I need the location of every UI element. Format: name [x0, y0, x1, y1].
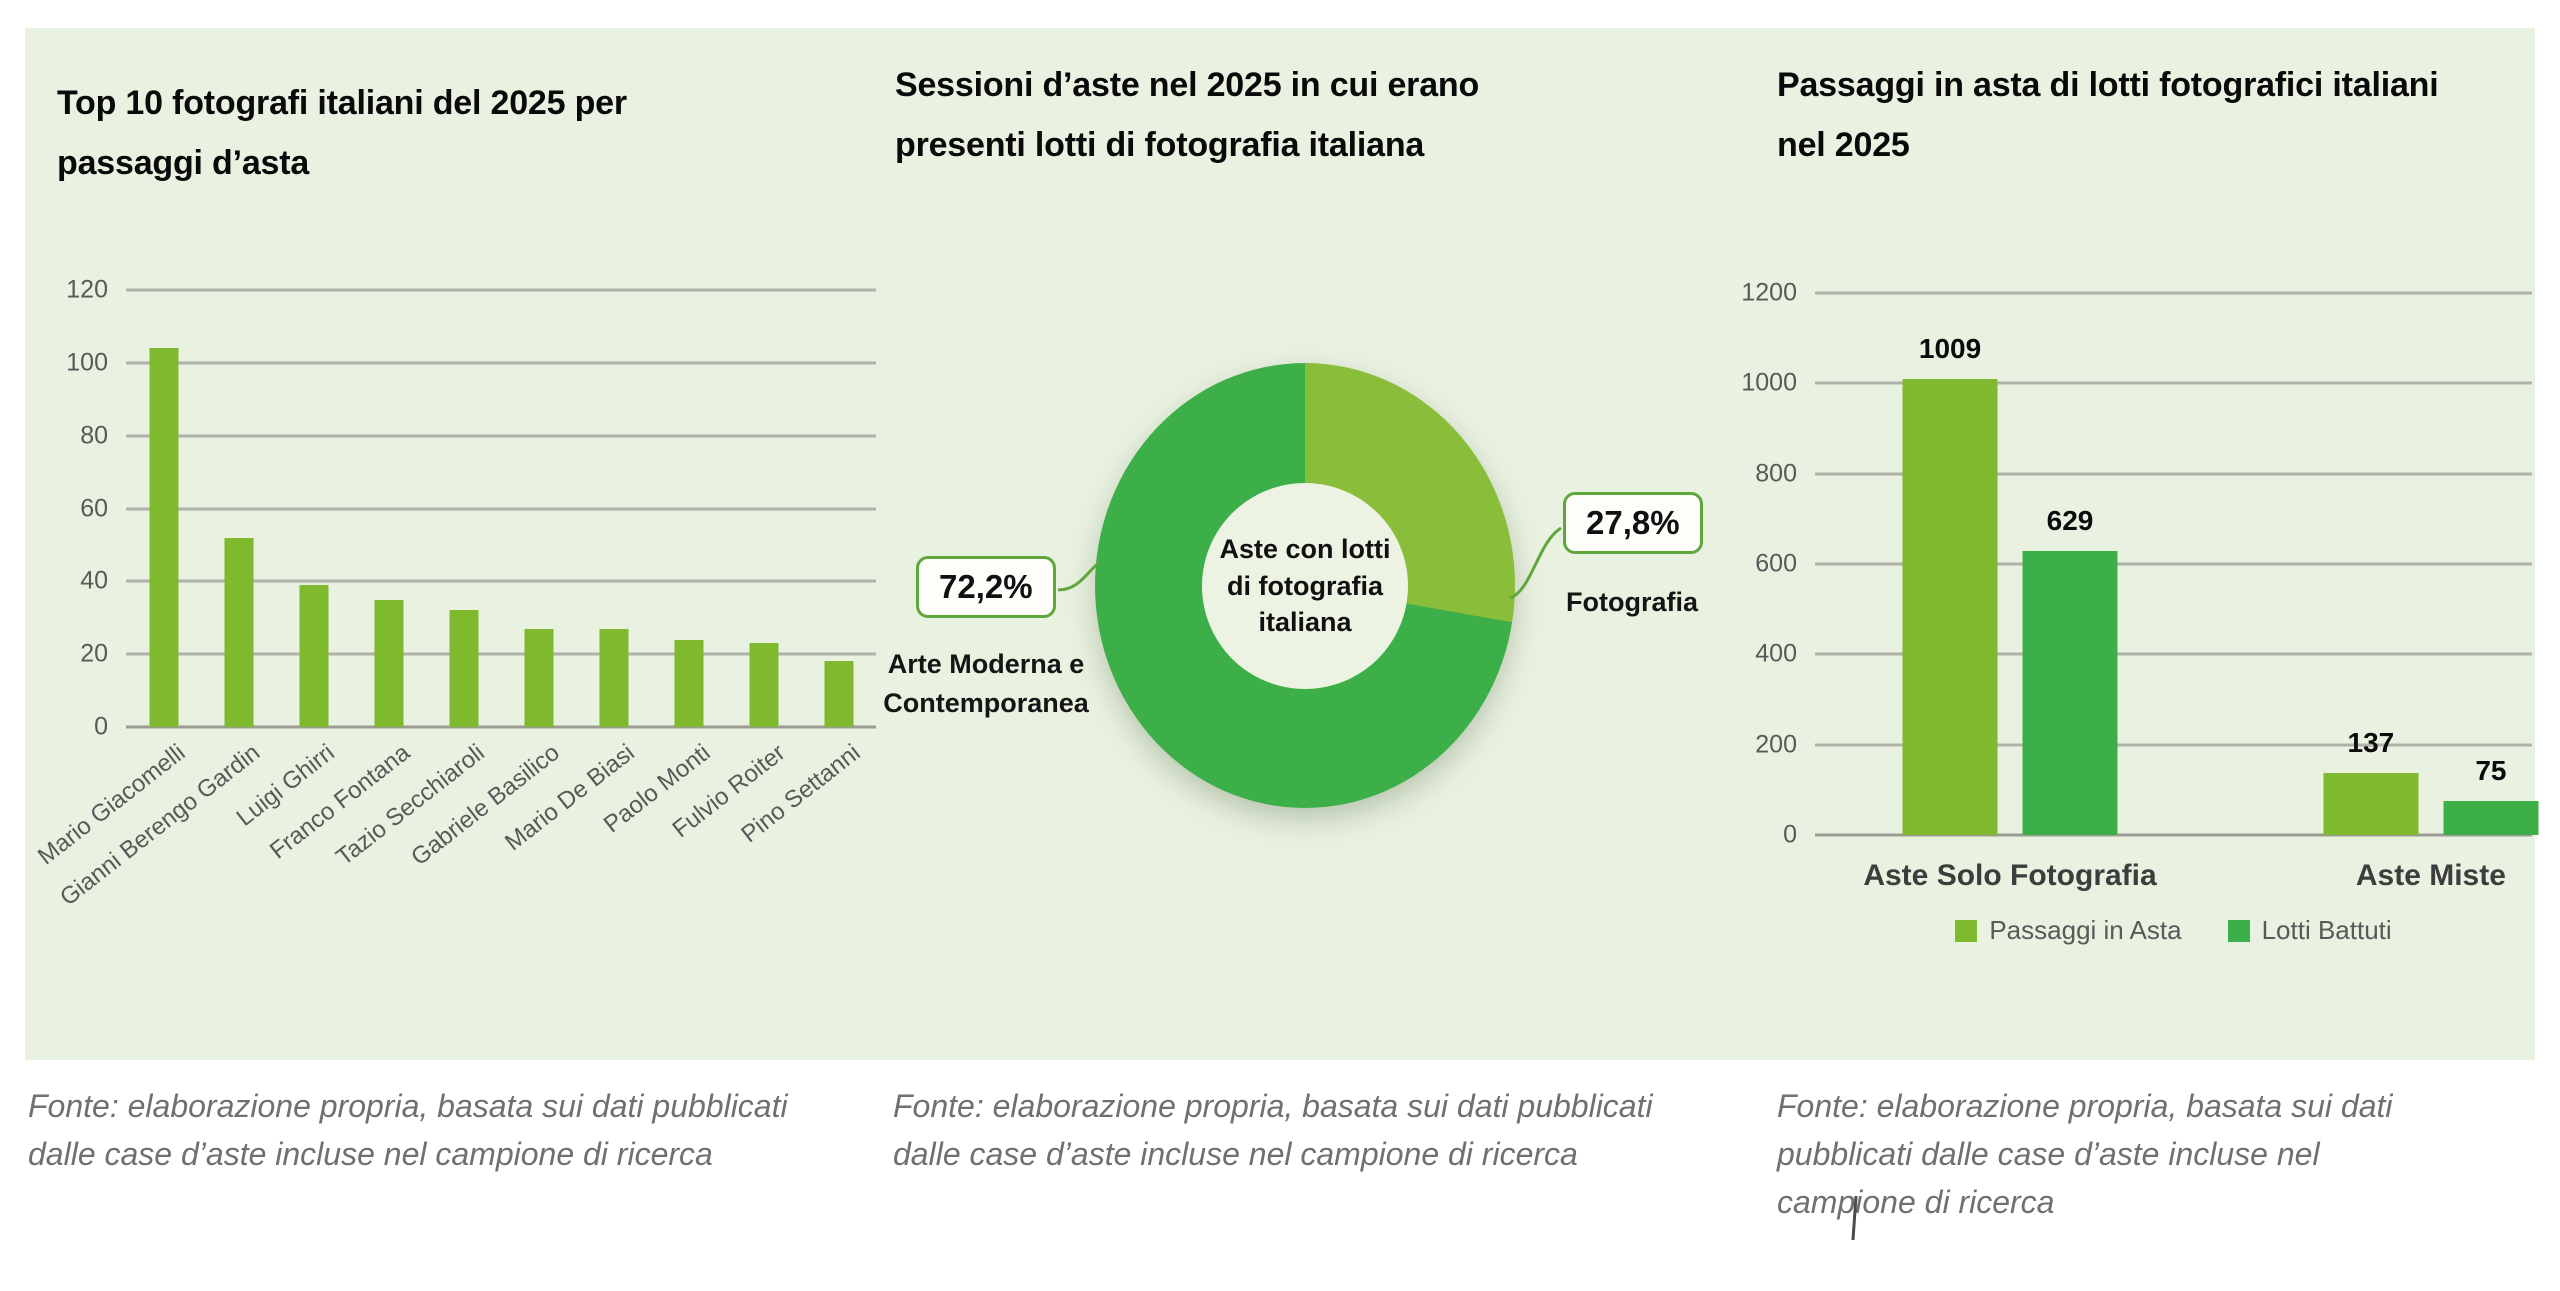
legend-item-lotti-battuti: Lotti Battuti: [2227, 915, 2392, 946]
gridline: [1815, 652, 2532, 656]
legend-label: Lotti Battuti: [2261, 915, 2392, 945]
bar-value-label: 137: [2347, 727, 2395, 759]
group-category-label: Aste Solo Fotografia: [1863, 859, 2157, 892]
source-caption-3: Fonte: elaborazione propria, basata sui …: [1777, 1088, 2393, 1220]
gridline: [126, 434, 876, 438]
bar-value-label: 75: [2475, 755, 2507, 787]
bar-gabriele-basilico: [524, 628, 553, 727]
callout-label-fotografia: Fotografia: [1566, 587, 1698, 617]
bar-luigi-ghirri: [299, 584, 328, 727]
group-category-label: Aste Miste: [2355, 859, 2506, 892]
y-tick-label: 80: [80, 421, 108, 450]
callout-value-arte-moderna: 72,2%: [916, 556, 1056, 618]
y-tick-label: 100: [66, 348, 108, 377]
chart2-title: Sessioni d’aste nel 2025 in cui erano pr…: [895, 66, 1480, 164]
donut-center-label: Aste con lotti di fotografia italiana: [1219, 534, 1391, 638]
y-tick-label: 120: [66, 275, 108, 304]
chart1-title: Top 10 fotografi italiani del 2025 per p…: [57, 84, 627, 182]
gridline: [126, 652, 876, 656]
source-caption-2: Fonte: elaborazione propria, basata sui …: [893, 1088, 1653, 1172]
bar-mario-giacomelli: [149, 348, 178, 727]
bar-gianni-berengo-gardin: [224, 537, 253, 727]
gridline: [126, 288, 876, 292]
callout-value-fotografia: 27,8%: [1563, 492, 1703, 554]
bar-passaggi-in-asta: [1902, 379, 1998, 835]
y-tick-label: 800: [1755, 459, 1797, 488]
y-tick-label: 400: [1755, 639, 1797, 668]
donut-hole: Aste con lotti di fotografia italiana: [1202, 483, 1408, 689]
bar-lotti-battuti: [2443, 801, 2539, 835]
gridline: [126, 361, 876, 365]
gridline: [1815, 472, 2532, 476]
y-tick-label: 1200: [1741, 278, 1797, 307]
x-axis-line: [126, 725, 876, 729]
legend-label: Passaggi in Asta: [1989, 915, 2182, 945]
chart1-plot-area: 0 20 40 60 80 100 120 Mario Giacomelli Gianni Be…: [33, 277, 876, 911]
y-tick-label: 1000: [1741, 368, 1797, 397]
y-tick-label: 0: [94, 712, 108, 741]
bar-passaggi-in-asta: [2323, 773, 2419, 835]
y-tick-label: 20: [80, 639, 108, 668]
bar-value-label: 1009: [1918, 333, 1982, 365]
gridline: [126, 507, 876, 510]
y-tick-label: 200: [1755, 730, 1797, 759]
bar-pino-settanni: [824, 661, 853, 727]
gridline: [1815, 291, 2532, 295]
gridline: [1815, 743, 2532, 747]
bar-value-label: 629: [2046, 504, 2094, 536]
bar-franco-fontana: [374, 599, 403, 727]
donut-ring: Aste con lotti di fotografia italiana: [1095, 363, 1515, 808]
y-tick-label: 600: [1755, 549, 1797, 578]
chart3-legend: Passaggi in Asta Lotti Battuti: [1815, 915, 2532, 946]
bar-paolo-monti: [674, 639, 703, 727]
legend-swatch-icon: [1955, 919, 1978, 942]
chart3-plot-area: 0 200 400 600 800 1000 1200 1009 629 Aste Solo Fo…: [1741, 280, 2539, 892]
y-tick-label: 0: [1783, 820, 1797, 849]
bar-tazio-secchiaroli: [449, 610, 478, 727]
chart3-title: Passaggi in asta di lotti fotografici it…: [1777, 66, 2439, 164]
bar-lotti-battuti: [2022, 550, 2118, 835]
source-caption-1: Fonte: elaborazione propria, basata sui …: [28, 1088, 788, 1172]
x-axis-line: [1815, 833, 2532, 837]
bar-mario-de-biasi: [599, 628, 628, 727]
gridline: [1815, 381, 2532, 385]
y-tick-label: 60: [80, 494, 108, 522]
y-tick-label: 40: [80, 566, 108, 595]
gridline: [1815, 562, 2532, 566]
legend-swatch-icon: [2227, 919, 2250, 942]
callout-label-arte-moderna: Arte Moderna e Contemporanea: [883, 649, 1089, 719]
legend-item-passaggi-in-asta: Passaggi in Asta: [1955, 915, 2182, 946]
gridline: [126, 579, 876, 583]
bar-fulvio-roiter: [749, 643, 778, 727]
